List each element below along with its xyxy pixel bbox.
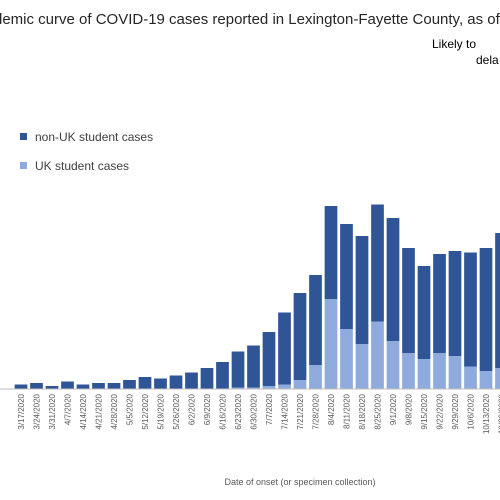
bar-non-uk-10/20/2020: [495, 233, 500, 368]
bar-uk-9/22/2020: [433, 353, 446, 389]
bar-marks: [14, 204, 500, 389]
bar-non-uk-6/30/2020: [247, 345, 260, 388]
x-tick-label: 7/28/2020: [312, 393, 321, 429]
bar-non-uk-7/21/2020: [293, 293, 307, 380]
x-tick-label: 8/4/2020: [327, 393, 336, 425]
annotation-line-1: Likely to: [432, 37, 476, 51]
bar-non-uk-9/8/2020: [402, 248, 415, 353]
x-tick-label: 9/1/2020: [389, 393, 398, 425]
x-tick-label: 6/9/2020: [203, 393, 212, 425]
x-tick-label: 10/13/2020: [482, 393, 491, 434]
x-tick-label: 10/20/2020: [498, 393, 500, 434]
bar-non-uk-6/23/2020: [231, 351, 245, 388]
x-tick-label: 5/12/2020: [141, 393, 150, 429]
bar-non-uk-6/2/2020: [185, 372, 198, 389]
bar-non-uk-7/14/2020: [278, 312, 291, 385]
bar-uk-6/30/2020: [247, 387, 260, 389]
x-tick-label: 9/15/2020: [420, 393, 429, 429]
x-tick-label: 9/22/2020: [436, 393, 445, 429]
bar-uk-10/6/2020: [464, 366, 477, 389]
x-tick-label: 8/25/2020: [374, 393, 383, 429]
bar-non-uk-5/19/2020: [154, 378, 167, 389]
x-tick-label: 8/11/2020: [343, 393, 352, 429]
bar-uk-10/13/2020: [479, 371, 493, 389]
bar-uk-7/14/2020: [278, 384, 291, 389]
bar-non-uk-5/12/2020: [138, 377, 152, 389]
bar-non-uk-6/16/2020: [216, 362, 229, 389]
x-axis-title: Date of onset (or specimen collection): [224, 477, 375, 487]
bar-uk-8/18/2020: [355, 344, 369, 389]
x-tick-label: 4/28/2020: [110, 393, 119, 429]
bar-uk-9/1/2020: [386, 341, 400, 389]
bar-non-uk-4/28/2020: [107, 383, 121, 389]
x-tick-label: 5/5/2020: [126, 393, 135, 425]
legend-swatch-uk: [20, 162, 27, 169]
bar-non-uk-3/24/2020: [30, 383, 43, 389]
bar-uk-8/11/2020: [340, 329, 353, 389]
bar-uk-7/7/2020: [262, 386, 276, 389]
bar-non-uk-5/5/2020: [123, 380, 136, 389]
chart-title: demic curve of COVID-19 cases reported i…: [0, 11, 500, 28]
x-tick-label: 9/29/2020: [451, 393, 460, 429]
bar-uk-10/20/2020: [495, 368, 500, 389]
bar-non-uk-9/1/2020: [386, 218, 400, 341]
bar-non-uk-10/13/2020: [479, 248, 493, 371]
bar-non-uk-3/31/2020: [45, 386, 59, 389]
x-tick-label: 6/16/2020: [219, 393, 228, 429]
x-tick-label: 7/21/2020: [296, 393, 305, 429]
x-tick-label: 4/7/2020: [64, 393, 73, 425]
bar-non-uk-4/14/2020: [76, 384, 90, 389]
bar-non-uk-3/17/2020: [14, 384, 28, 389]
x-tick-label: 8/18/2020: [358, 393, 367, 429]
legend-label-uk: UK student cases: [35, 159, 129, 173]
x-tick-label: 10/6/2020: [467, 393, 476, 429]
bar-uk-6/23/2020: [231, 387, 245, 389]
bar-uk-7/28/2020: [309, 365, 322, 389]
x-tick-label: 4/14/2020: [79, 393, 88, 429]
bar-non-uk-7/7/2020: [262, 332, 276, 386]
x-tick-label: 9/8/2020: [405, 393, 414, 425]
bar-uk-8/25/2020: [371, 321, 384, 389]
x-tick-label: 3/31/2020: [48, 393, 57, 429]
x-axis-tick-labels: 3/17/2020 3/24/2020 3/31/2020 4/7/2020 4/14/…: [17, 393, 500, 434]
x-tick-label: 5/26/2020: [172, 393, 181, 429]
bar-non-uk-6/9/2020: [200, 368, 214, 389]
bar-non-uk-8/11/2020: [340, 224, 353, 329]
bar-uk-8/4/2020: [324, 299, 338, 389]
bar-non-uk-9/22/2020: [433, 254, 446, 353]
x-tick-label: 6/23/2020: [234, 393, 243, 429]
bar-non-uk-5/26/2020: [169, 375, 183, 389]
legend-label-non-uk: non-UK student cases: [35, 130, 153, 144]
bar-non-uk-4/7/2020: [61, 381, 74, 389]
x-tick-label: 6/2/2020: [188, 393, 197, 425]
x-tick-label: 7/7/2020: [265, 393, 274, 425]
bar-non-uk-8/18/2020: [355, 236, 369, 344]
bar-non-uk-9/29/2020: [448, 251, 462, 356]
bar-non-uk-8/25/2020: [371, 204, 384, 322]
bar-non-uk-4/21/2020: [92, 383, 105, 389]
x-tick-label: 7/14/2020: [281, 393, 290, 429]
x-tick-label: 5/19/2020: [157, 393, 166, 429]
bar-uk-7/21/2020: [293, 380, 307, 389]
bar-non-uk-10/6/2020: [464, 252, 477, 367]
x-tick-label: 4/21/2020: [95, 393, 104, 429]
x-tick-label: 3/24/2020: [33, 393, 42, 429]
bar-non-uk-9/15/2020: [417, 266, 431, 359]
bar-uk-9/29/2020: [448, 356, 462, 389]
legend-swatch-non-uk: [20, 133, 27, 140]
bar-uk-9/8/2020: [402, 353, 415, 389]
x-tick-label: 6/30/2020: [250, 393, 259, 429]
x-tick-label: 3/17/2020: [17, 393, 26, 429]
annotation-line-2: dela: [476, 53, 499, 67]
bar-uk-9/15/2020: [417, 359, 431, 389]
bar-non-uk-8/4/2020: [324, 206, 338, 299]
bar-non-uk-7/28/2020: [309, 275, 322, 365]
